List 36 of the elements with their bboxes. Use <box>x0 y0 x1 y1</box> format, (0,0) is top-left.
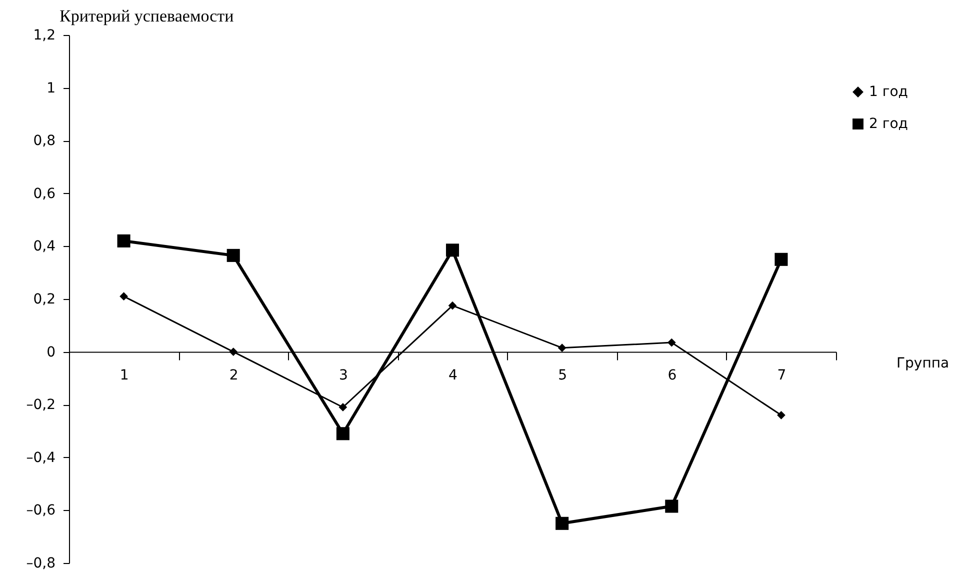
point <box>667 338 676 347</box>
x-axis-title: Группа <box>896 355 950 372</box>
y-tick-label: 0,4 <box>33 238 56 255</box>
point <box>774 252 788 266</box>
y-tick-label: 0,2 <box>33 292 56 308</box>
point <box>120 292 128 301</box>
y-tick-label: –0,2 <box>26 397 56 414</box>
y-tick-label: 0 <box>46 344 56 360</box>
y-tick-label: 1 <box>46 80 56 96</box>
point <box>117 234 130 248</box>
legend-label: 1 год <box>869 84 908 100</box>
x-tick-label: 1 <box>120 367 129 384</box>
point <box>446 244 460 257</box>
point <box>448 301 457 310</box>
x-tick-label: 7 <box>777 367 786 384</box>
x-tick-label: 5 <box>558 367 568 384</box>
y-tick-label: 0,6 <box>33 186 56 202</box>
point <box>338 403 348 412</box>
x-tick-label: 4 <box>448 367 458 384</box>
y-tick-label: –0,6 <box>26 502 56 519</box>
point <box>665 500 678 513</box>
y-tick-label: –0,8 <box>26 556 56 572</box>
y-axis-title: Критерий успеваемости <box>60 6 234 26</box>
x-tick-label: 3 <box>338 367 348 384</box>
y-tick-label: –0,4 <box>26 450 56 466</box>
legend-label: 2 год <box>869 116 908 132</box>
point <box>558 344 566 352</box>
y-tick-label: 1,2 <box>33 28 56 44</box>
y-tick-label: 0,8 <box>33 133 56 150</box>
point <box>336 427 350 440</box>
x-tick-label: 2 <box>229 367 238 384</box>
point <box>556 516 569 530</box>
point <box>229 348 238 356</box>
point <box>777 410 786 420</box>
point <box>226 248 240 262</box>
x-tick-label: 6 <box>668 367 677 384</box>
